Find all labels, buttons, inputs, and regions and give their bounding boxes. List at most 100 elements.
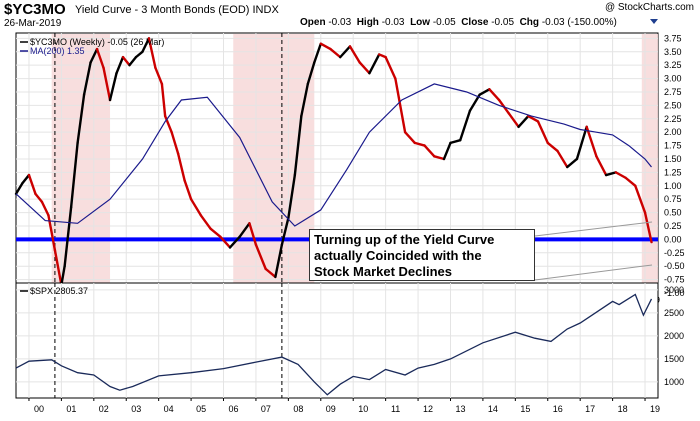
high-label: High — [356, 17, 379, 28]
yc3mo-series-segment — [76, 93, 86, 145]
x-tick-label: 15 — [520, 404, 530, 414]
yc3mo-series-segment — [433, 155, 446, 161]
yc3mo-series-segment — [69, 141, 79, 209]
yc3mo-series-segment — [53, 248, 63, 287]
yc3mo-series-segment — [121, 55, 131, 67]
shaded-region — [233, 34, 315, 292]
shaded-region — [51, 34, 111, 292]
yc3mo-series-segment — [488, 88, 501, 102]
x-tick-label: 04 — [164, 404, 174, 414]
legend-ma200: MA(200) 1.35 — [30, 46, 85, 56]
yc3mo-series-segment — [176, 152, 186, 182]
chart-name: Yield Curve - 3 Month Bonds (EOD) — [75, 4, 250, 16]
yc3mo-series-segment — [319, 42, 332, 51]
x-tick-label: 00 — [34, 404, 44, 414]
x-tick-label: 17 — [585, 404, 595, 414]
yc3mo-series-segment — [27, 173, 37, 196]
yc3mo-series-segment — [384, 55, 397, 80]
x-tick-label: 11 — [391, 404, 400, 414]
yc3mo-series-segment — [546, 141, 559, 153]
chg-value: -0.03 (-150.00%) — [541, 17, 617, 28]
annotation-box: Turning up of the Yield Curve actually C… — [309, 229, 535, 281]
yc3mo-series-segment — [238, 222, 251, 238]
exchange-label: INDX — [252, 4, 279, 16]
yc3mo-series-segment — [403, 130, 417, 145]
legend-yc3mo: $YC3MO (Weekly) -0.05 (26 Mar) — [30, 37, 164, 47]
close-label: Close — [461, 17, 489, 28]
chart-panel-lower — [15, 282, 659, 401]
yc3mo-series-segment — [254, 243, 267, 271]
annotation-line: Stock Market Declines — [314, 264, 453, 279]
yc3mo-series-segment — [248, 222, 258, 246]
x-tick-label: 16 — [553, 404, 563, 414]
y-tick-label: -1.00 — [664, 288, 685, 298]
yc3mo-series-segment — [413, 141, 426, 147]
yc3mo-series-segment — [160, 82, 167, 118]
y-tick-label: -0.25 — [664, 248, 685, 258]
copyright-link[interactable]: @ StockCharts.com — [604, 2, 694, 13]
y-tick-label: 2.75 — [664, 87, 682, 97]
high-value: -0.03 — [381, 17, 405, 28]
yc3mo-series-segment — [339, 45, 352, 59]
x-tick-label: 19 — [650, 404, 660, 414]
yc3mo-series-segment — [183, 179, 193, 201]
yc3mo-series-segment — [219, 235, 232, 249]
legend-spx: $SPX 2805.37 — [30, 286, 88, 296]
yc3mo-series-segment — [536, 120, 549, 145]
dropdown-arrow-icon[interactable] — [650, 19, 658, 24]
yc3mo-series-segment — [624, 176, 637, 187]
yc3mo-series-segment — [394, 77, 407, 134]
yc3mo-series-segment — [306, 61, 316, 86]
yc3mo-series-segment — [34, 192, 44, 204]
yc3mo-series-segment — [423, 144, 436, 158]
annotation-line: actually Coincided with the — [314, 248, 482, 263]
yc3mo-series-segment — [141, 37, 151, 53]
yc3mo-series-segment — [368, 53, 381, 75]
close-value: -0.05 — [491, 17, 515, 28]
callout-line — [534, 264, 653, 281]
yc3mo-series-segment — [170, 130, 180, 155]
open-label: Open — [300, 17, 326, 28]
yc3mo-series-segment — [14, 181, 24, 196]
yc3mo-series-segment — [348, 45, 361, 64]
yc3mo-series-segment — [287, 173, 297, 220]
y-tick-label: 2.25 — [664, 114, 682, 124]
ma200-line — [15, 83, 652, 227]
yc3mo-series-segment — [280, 216, 290, 246]
x-tick-label: 10 — [358, 404, 368, 414]
x-tick-label: 09 — [326, 404, 336, 414]
chart-description: Yield Curve - 3 Month Bonds (EOD) INDX — [75, 4, 279, 16]
x-tick-label: 01 — [66, 404, 76, 414]
chart-date: 26-Mar-2019 — [4, 18, 62, 29]
yc3mo-series-segment — [293, 114, 303, 177]
y-tick-label: 2.50 — [664, 100, 682, 110]
yc3mo-series-segment — [634, 184, 647, 214]
y-tick-label: -0.50 — [664, 261, 685, 271]
y-tick-label: 1000 — [664, 377, 684, 387]
yc3mo-series-segment — [643, 211, 653, 244]
yc3mo-series-segment — [199, 214, 212, 230]
low-value: -0.05 — [432, 17, 456, 28]
y-tick-label: 2.00 — [664, 127, 682, 137]
yc3mo-series-segment — [517, 114, 530, 129]
yc3mo-series-segment — [154, 66, 164, 86]
ohlc-readout: Open -0.03 High -0.03 Low -0.05 Close -0… — [300, 17, 617, 28]
yc3mo-series-segment — [556, 149, 569, 169]
x-tick-label: 14 — [488, 404, 498, 414]
yc3mo-series-segment — [134, 50, 144, 59]
yc3mo-series-segment — [264, 267, 277, 279]
annotation-line: Turning up of the Yield Curve — [314, 232, 495, 247]
y-tick-label: 3000 — [664, 285, 684, 295]
callout-line — [534, 221, 653, 237]
x-tick-label: 13 — [455, 404, 465, 414]
y-tick-label: 1.25 — [664, 167, 682, 177]
yc3mo-series-segment — [21, 173, 31, 185]
x-tick-label: 18 — [618, 404, 628, 414]
yc3mo-series-segment — [507, 112, 520, 129]
y-tick-label: 2500 — [664, 308, 684, 318]
yc3mo-series-segment — [329, 47, 342, 59]
y-tick-label: 3.00 — [664, 74, 682, 84]
y-tick-label: 3.25 — [664, 60, 682, 70]
chart-symbol: $YC3MO — [4, 1, 66, 18]
yc3mo-series-segment — [527, 114, 540, 123]
